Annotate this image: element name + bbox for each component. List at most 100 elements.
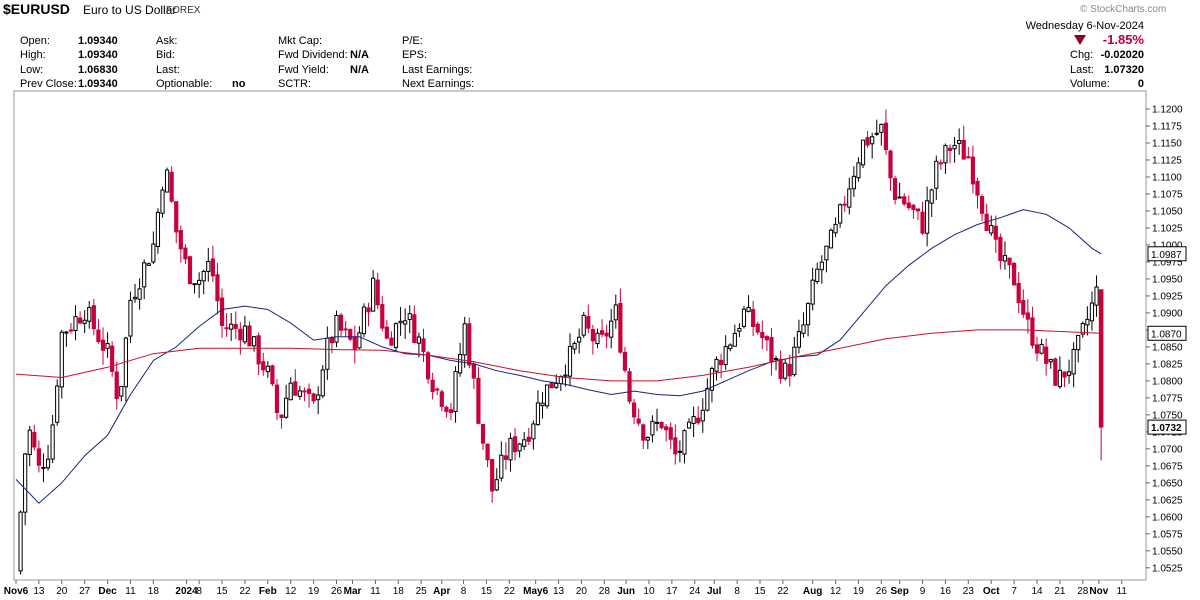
candle-body <box>142 262 147 288</box>
candle-body <box>512 436 518 453</box>
y-axis: 1.1200 1.1175 1.1150 1.1125 1.1100 1.1075 1.10… <box>1146 104 1183 574</box>
y-tick-label: 1.0675 <box>1152 461 1183 472</box>
candle-body <box>421 338 426 352</box>
candle-body <box>705 387 710 411</box>
candle-body <box>828 229 834 249</box>
candle-body <box>746 306 751 312</box>
volume-value: 0 <box>1137 78 1144 90</box>
ma-long-line <box>15 329 1102 382</box>
candle-body <box>229 323 234 330</box>
candle-body <box>82 319 87 324</box>
candle-body <box>613 304 618 321</box>
candle-body <box>380 304 385 329</box>
candle-body <box>618 302 623 353</box>
candle-body <box>110 345 115 372</box>
candle-body <box>210 258 215 277</box>
candle-body <box>1016 282 1021 304</box>
x-tick-label: Jun <box>617 586 635 597</box>
candle-body <box>1053 358 1058 386</box>
x-tick-label: 23 <box>963 586 975 597</box>
candle-body <box>178 230 183 250</box>
x-tick-label: Jul <box>707 586 722 597</box>
candle-body <box>540 402 545 407</box>
open-label: Open: <box>20 35 50 47</box>
candle-body <box>654 421 660 424</box>
x-tick-label: 21 <box>1054 586 1066 597</box>
candle-body <box>192 283 197 286</box>
candle-body <box>934 160 939 189</box>
candle-body <box>293 381 298 396</box>
y-tick-label: 1.1000 <box>1152 240 1183 251</box>
y-tick-label: 1.1150 <box>1152 138 1182 149</box>
high-label: High: <box>20 49 46 61</box>
candle-body <box>966 156 971 159</box>
low-value: 1.06830 <box>78 64 118 76</box>
candle-body <box>883 122 889 151</box>
candle-body <box>1080 323 1085 335</box>
x-tick-label: Apr <box>433 586 450 597</box>
candle-body <box>998 236 1003 262</box>
candle-body <box>778 358 783 380</box>
candle-body <box>302 390 307 393</box>
candle-body <box>957 139 962 144</box>
candle-body <box>334 315 339 343</box>
value-label-text: 1.0987 <box>1151 250 1182 261</box>
candle-body <box>1071 348 1076 375</box>
y-tick-label: 1.0850 <box>1152 342 1183 353</box>
x-tick-label: 13 <box>553 586 565 597</box>
candle-body <box>691 416 696 424</box>
x-tick-label: 28 <box>1077 586 1089 597</box>
candle-body <box>485 443 490 461</box>
x-tick-label: 12 <box>285 586 297 597</box>
candle-body <box>425 352 431 380</box>
candle-body <box>709 368 715 391</box>
open-value: 1.09340 <box>78 35 118 47</box>
y-tick-label: 1.0525 <box>1152 563 1183 574</box>
candle-body <box>320 369 325 397</box>
candle-body <box>783 362 788 379</box>
candle-body <box>238 328 243 341</box>
candle-body <box>311 393 316 402</box>
x-tick-label: 20 <box>56 586 68 597</box>
x-tick-label: 26 <box>876 586 888 597</box>
candle-body <box>929 189 934 204</box>
candle-body <box>329 337 335 344</box>
candle-body <box>119 385 124 397</box>
candle-body <box>531 423 536 440</box>
candle-body <box>851 175 856 190</box>
candle-body <box>787 363 792 377</box>
candle-body <box>1076 334 1081 351</box>
candle-body <box>499 454 504 479</box>
candle-body <box>686 421 692 429</box>
y-tick-label: 1.0975 <box>1152 257 1183 268</box>
candle-body <box>622 351 628 371</box>
candle-body <box>810 279 815 305</box>
candle-body <box>664 426 669 431</box>
chg-value: -0.02020 <box>1100 49 1144 61</box>
candle-body <box>1085 318 1090 326</box>
candle-body <box>219 297 225 326</box>
x-tick-label: 26 <box>331 586 343 597</box>
candle-body <box>1025 312 1030 320</box>
candle-body <box>233 324 238 329</box>
candle-body <box>792 346 797 376</box>
x-tick-label: 8 <box>461 586 467 597</box>
candle-body <box>696 417 701 424</box>
candle-body <box>284 397 289 418</box>
candle-body <box>471 363 476 379</box>
candle-body <box>297 390 302 397</box>
fwd-yield-value: N/A <box>350 64 369 76</box>
candle-body <box>448 409 454 414</box>
candle-body <box>96 329 101 343</box>
candle-body <box>517 443 522 452</box>
y-tick-label: 1.1050 <box>1152 206 1183 217</box>
candle-body <box>256 335 261 365</box>
candle-body <box>151 243 156 263</box>
candle-body <box>554 382 559 388</box>
candle-body <box>59 331 64 388</box>
candle-body <box>590 329 595 342</box>
candle-body <box>650 420 655 436</box>
candle-body <box>164 169 170 193</box>
y-tick-label: 1.1075 <box>1152 189 1183 200</box>
volume-label: Volume: <box>1070 78 1110 90</box>
